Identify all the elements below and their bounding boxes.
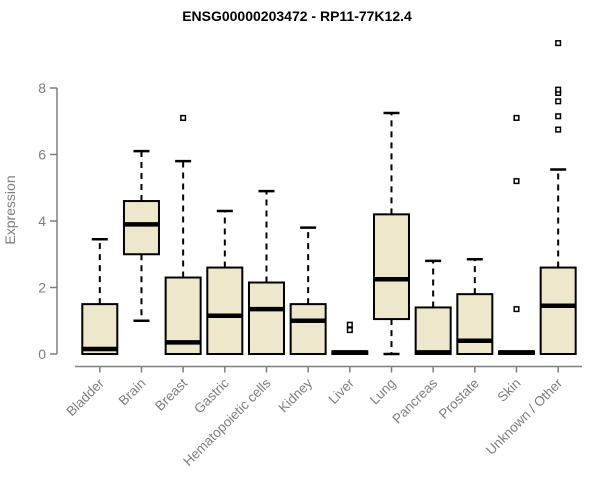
outlier-point <box>513 306 520 313</box>
y-tick-label: 4 <box>38 213 46 229</box>
boxplot-liver <box>331 321 369 355</box>
iqr-box <box>456 293 494 355</box>
y-tick-label: 0 <box>38 346 46 362</box>
chart-title: ENSG00000203472 - RP11-77K12.4 <box>182 8 412 24</box>
boxplot-kidney <box>289 226 327 355</box>
outlier-point <box>180 114 187 121</box>
y-tick-label: 6 <box>38 147 46 163</box>
x-tick-label: Breast <box>152 375 190 413</box>
outlier-point <box>555 86 562 93</box>
outlier-point <box>555 40 562 47</box>
x-tick-label: Bladder <box>63 375 107 419</box>
iqr-box <box>372 213 410 321</box>
outlier-point <box>513 114 520 121</box>
boxplot-hematopoietic-cells <box>247 189 285 356</box>
outlier-point <box>555 126 562 133</box>
x-tick-label: Prostate <box>436 376 482 422</box>
y-tick-label: 2 <box>38 280 46 296</box>
x-tick-label: Lung <box>367 376 399 408</box>
outlier-point <box>513 178 520 185</box>
boxplot-unknown-other <box>539 40 577 355</box>
y-axis: 0 2 4 6 8 <box>38 80 58 362</box>
iqr-box <box>289 303 327 355</box>
boxplot-gastric <box>206 209 244 355</box>
x-tick-label: Brain <box>116 376 149 409</box>
outlier-point <box>346 327 353 334</box>
iqr-box <box>247 281 285 356</box>
iqr-box <box>414 306 452 356</box>
iqr-box <box>206 266 244 355</box>
boxplot-pancreas <box>414 259 452 356</box>
iqr-box <box>81 303 119 355</box>
boxplot-prostate <box>456 257 494 355</box>
boxplot-breast <box>164 114 202 355</box>
x-tick-label: Gastric <box>191 375 232 416</box>
y-tick-label: 8 <box>38 80 46 96</box>
outlier-point <box>346 321 353 328</box>
outlier-point <box>555 113 562 120</box>
boxplot-bladder <box>81 238 119 355</box>
iqr-box <box>539 266 577 355</box>
x-tick-label: Liver <box>326 375 358 407</box>
outlier-point <box>555 98 562 105</box>
iqr-box <box>122 200 160 256</box>
x-tick-label: Kidney <box>275 375 315 415</box>
x-tick-label: Pancreas <box>389 375 440 426</box>
boxplot-skin <box>498 114 535 355</box>
boxplot-brain <box>122 149 160 322</box>
boxplot-lung <box>372 111 410 356</box>
x-tick-label: Unknown / Other <box>483 375 566 458</box>
x-tick-label: Skin <box>494 376 523 405</box>
